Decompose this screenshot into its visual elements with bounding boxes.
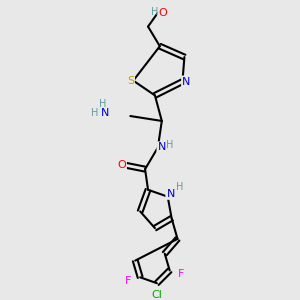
Text: H: H — [99, 99, 106, 109]
Text: Cl: Cl — [152, 290, 162, 300]
Text: F: F — [125, 276, 132, 286]
Text: N: N — [167, 189, 175, 199]
Text: H: H — [91, 108, 99, 118]
Text: H: H — [176, 182, 183, 192]
Text: F: F — [178, 269, 185, 279]
Text: S: S — [127, 76, 134, 85]
Text: O: O — [117, 160, 126, 170]
Text: N: N — [158, 142, 166, 152]
Text: H: H — [151, 7, 159, 17]
Text: N: N — [182, 76, 190, 87]
Text: O: O — [158, 8, 167, 18]
Text: H: H — [166, 140, 173, 150]
Text: N: N — [100, 108, 109, 118]
